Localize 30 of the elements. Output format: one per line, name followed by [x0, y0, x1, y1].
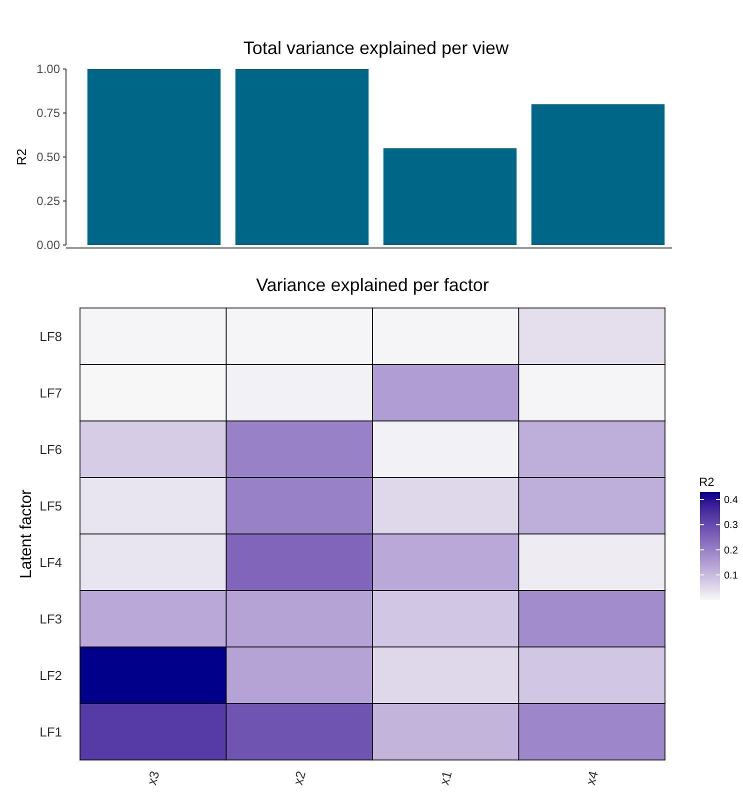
bar: [87, 69, 221, 245]
x-tick-label: x3: [144, 769, 162, 787]
y-axis-title: R2: [14, 148, 29, 166]
y-tick-label: LF5: [40, 498, 62, 514]
color-bar-title: R2: [699, 475, 715, 489]
x-tick-label: x1: [436, 769, 455, 787]
color-bar-label: 0.2: [724, 545, 738, 556]
color-bar-label: 0.1: [724, 570, 738, 582]
chart-title: Variance explained per factor: [256, 275, 489, 295]
bar: [235, 69, 369, 245]
bar: [383, 148, 517, 245]
y-tick-label: LF8: [40, 328, 62, 344]
x-tick-label: x2: [290, 769, 308, 787]
y-tick-label: LF2: [40, 668, 62, 683]
y-tick-label: 0.75: [36, 106, 60, 120]
y-tick-label: LF1: [40, 724, 62, 740]
y-tick-label: 0.25: [36, 194, 60, 208]
y-tick-label: LF7: [40, 385, 62, 400]
bar: [531, 104, 665, 245]
x-tick-label: x4: [582, 769, 601, 787]
y-tick-label: LF3: [40, 611, 62, 626]
color-bar-label: 0.4: [724, 495, 738, 506]
color-bar-label: 0.3: [724, 520, 738, 532]
y-tick-label: LF6: [40, 442, 62, 457]
y-axis-title: Latent factor: [18, 488, 35, 578]
y-tick-label: 1.00: [36, 62, 60, 76]
y-tick-label: 0.50: [36, 150, 60, 164]
y-tick-label: LF4: [40, 554, 62, 570]
chart-title: Total variance explained per view: [243, 38, 510, 58]
y-tick-label: 0.00: [36, 238, 60, 252]
